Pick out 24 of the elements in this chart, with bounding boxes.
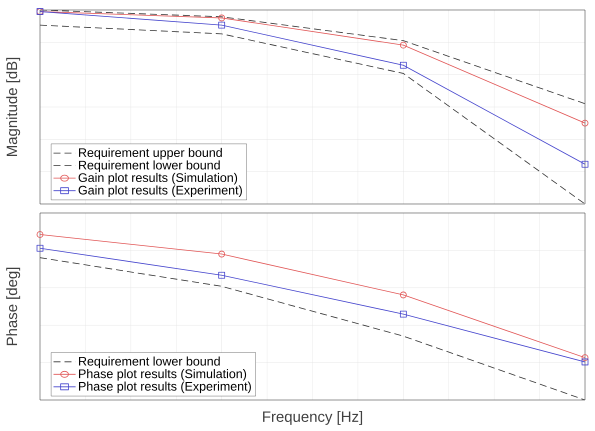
point xyxy=(36,244,44,252)
x-axis-title: Frequency [Hz] xyxy=(263,411,362,425)
point xyxy=(218,250,226,258)
point xyxy=(218,22,226,29)
legend-label: Phase plot results (Simulation) xyxy=(79,369,246,381)
legend-label: Requirement upper bound xyxy=(79,148,222,160)
legend-label: Requirement lower bound xyxy=(79,356,220,368)
point xyxy=(400,310,407,318)
legend-label: Phase plot results (Experiment) xyxy=(79,382,251,394)
point xyxy=(400,42,407,49)
point xyxy=(582,358,588,366)
point xyxy=(582,160,588,168)
point xyxy=(218,14,226,22)
point xyxy=(582,354,588,362)
y-axis-title: Phase [deg] xyxy=(6,268,20,346)
point xyxy=(400,62,407,69)
point xyxy=(218,272,226,279)
legend-label: Gain plot results (Simulation) xyxy=(78,172,238,185)
y-axis-title: Magnitude [dB] xyxy=(6,58,20,156)
point xyxy=(400,292,407,298)
point xyxy=(582,120,588,126)
point xyxy=(36,231,44,238)
legend-label: Gain plot results (Experiment) xyxy=(78,185,242,198)
legend-label: Requirement lower bound xyxy=(79,160,220,172)
